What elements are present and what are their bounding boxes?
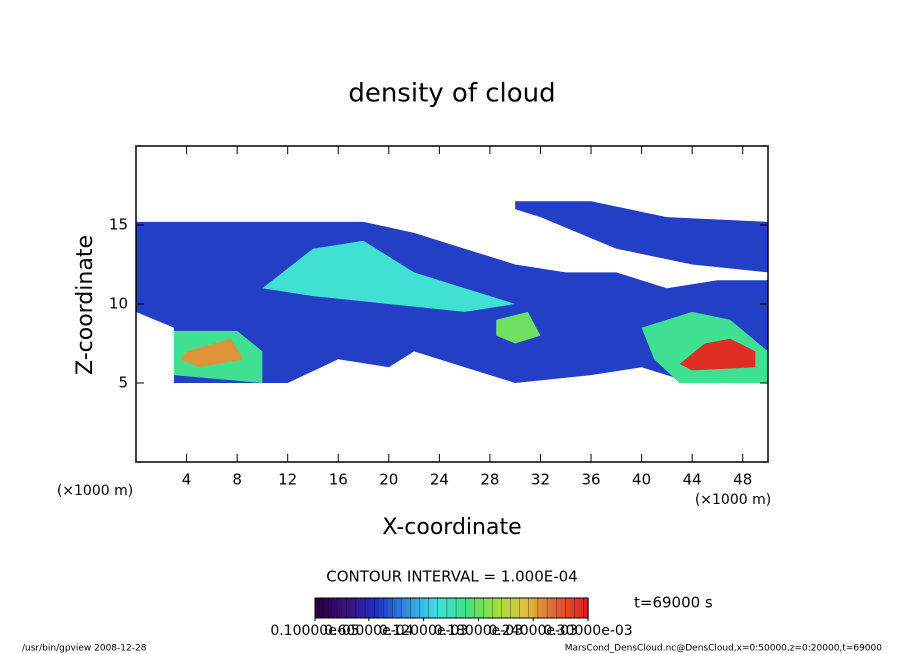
y-tick-label: 15 xyxy=(109,216,128,234)
colorbar-cell xyxy=(510,597,516,619)
x-tick-label: 32 xyxy=(531,471,550,489)
colorbar-cell xyxy=(565,597,571,619)
colorbar-cell xyxy=(533,598,539,618)
colorbar-cell xyxy=(442,598,448,618)
colorbar-tick-label: 0.60000e-04 xyxy=(324,623,413,639)
colorbar-cell xyxy=(315,598,321,618)
colorbar-cell xyxy=(401,597,407,619)
colorbar-cell xyxy=(410,597,416,619)
colorbar-cell xyxy=(319,597,325,619)
x-tick-label: 4 xyxy=(182,471,192,489)
colorbar-cell xyxy=(524,598,530,618)
y-tick-label: 10 xyxy=(109,295,128,313)
colorbar-cell xyxy=(542,598,548,618)
colorbar-cell xyxy=(364,597,371,619)
colorbar-cell xyxy=(537,597,544,619)
colorbar-cell xyxy=(464,597,471,619)
contour-region xyxy=(515,201,768,273)
colorbar-cell xyxy=(451,598,457,618)
colorbar-cell xyxy=(474,597,480,619)
colorbar-cell xyxy=(387,598,393,618)
y-axis-label: Z-coordinate xyxy=(73,235,98,375)
x-unit: (×1000 m) xyxy=(695,492,771,508)
chart-title: density of cloud xyxy=(348,79,555,109)
colorbar-cell xyxy=(501,597,507,619)
footer: /usr/bin/gpview 2008-12-28 xyxy=(22,644,147,654)
x-tick-label: 20 xyxy=(379,471,398,489)
x-tick-label: 12 xyxy=(278,471,297,489)
colorbar-cell xyxy=(369,598,375,618)
colorbar-tick-label: 0.12000e-03 xyxy=(379,623,468,639)
contour-region xyxy=(679,338,756,371)
y-tick-label: 5 xyxy=(118,374,128,392)
colorbar-cell xyxy=(437,597,444,619)
colorbar-cell xyxy=(469,598,475,618)
colorbar-cell xyxy=(355,597,362,619)
colorbar-cell xyxy=(487,598,493,618)
contour-interval: CONTOUR INTERVAL = 1.000E-04 xyxy=(326,568,577,586)
colorbar-cell xyxy=(406,598,412,618)
colorbar-cell xyxy=(428,597,434,619)
colorbar-cell xyxy=(455,597,462,619)
colorbar-cell xyxy=(515,598,521,618)
colorbar-cell xyxy=(378,598,384,618)
colorbar-cell xyxy=(383,597,389,619)
colorbar-cell xyxy=(396,598,402,618)
colorbar-cell xyxy=(551,598,557,618)
colorbar-cell xyxy=(560,598,566,618)
colorbar-cell xyxy=(492,597,498,619)
colorbar-tick-label: 0.24000e-03 xyxy=(489,623,578,639)
colorbar-cell xyxy=(574,597,580,619)
colorbar-cell xyxy=(333,598,339,618)
x-tick-label: 8 xyxy=(232,471,242,489)
footer: MarsCond_DensCloud.nc@DensCloud,x=0:5000… xyxy=(565,644,882,654)
colorbar-cell xyxy=(392,597,398,619)
colorbar-cell xyxy=(569,598,575,618)
colorbar-cell xyxy=(519,597,525,619)
colorbar-cell xyxy=(360,598,366,618)
x-tick-label: 48 xyxy=(733,471,752,489)
x-tick-label: 36 xyxy=(581,471,600,489)
x-unit: (×1000 m) xyxy=(57,483,133,499)
colorbar-cell xyxy=(497,598,503,618)
contour-region xyxy=(496,311,541,344)
colorbar-cell xyxy=(546,597,553,619)
colorbar-cell xyxy=(342,598,348,618)
colorbar-cell xyxy=(506,598,512,618)
x-tick-label: 40 xyxy=(632,471,651,489)
colorbar-tick-label: 0.30000e-03 xyxy=(543,623,632,639)
x-tick-label: 28 xyxy=(480,471,499,489)
contour-region xyxy=(180,338,244,368)
colorbar-cell xyxy=(346,597,353,619)
x-tick-label: 24 xyxy=(430,471,449,489)
colorbar-cell xyxy=(415,598,421,618)
colorbar-cell xyxy=(433,598,439,618)
colorbar-cell xyxy=(328,597,334,619)
x-tick-label: 44 xyxy=(683,471,702,489)
time-label: t=69000 s xyxy=(634,594,713,612)
colorbar-tick-label: 0.18000e-03 xyxy=(434,623,523,639)
colorbar-cell xyxy=(324,598,330,618)
colorbar-frame xyxy=(314,597,589,619)
colorbar-cell xyxy=(337,597,343,619)
colorbar-cell xyxy=(556,597,562,619)
colorbar-cell xyxy=(460,598,466,618)
colorbar-cell xyxy=(478,598,484,618)
colorbar-cell xyxy=(578,598,584,618)
contour-region xyxy=(262,240,516,312)
colorbar-cell xyxy=(528,597,535,619)
colorbar-cell xyxy=(483,597,489,619)
colorbar-cell xyxy=(373,597,380,619)
colorbar-cell xyxy=(419,597,425,619)
colorbar-cell xyxy=(424,598,430,618)
x-tick-label: 16 xyxy=(329,471,348,489)
colorbar-cell xyxy=(351,598,357,618)
x-axis-label: X-coordinate xyxy=(382,515,521,540)
colorbar-tick-label: 0.10000e-05 xyxy=(270,623,359,639)
colorbar-cell xyxy=(446,597,453,619)
